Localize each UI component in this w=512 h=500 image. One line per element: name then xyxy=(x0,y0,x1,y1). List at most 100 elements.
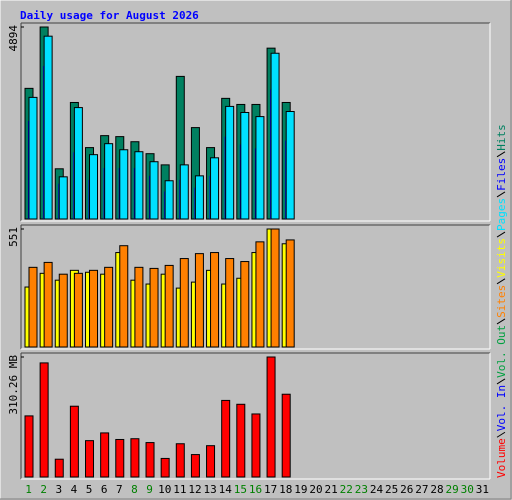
x-tick-label: 18 xyxy=(279,483,292,496)
bar xyxy=(104,143,114,220)
legend-separator xyxy=(496,191,506,198)
bar xyxy=(134,151,144,220)
x-tick-label: 7 xyxy=(116,483,123,496)
bar xyxy=(210,157,220,220)
x-tick-label: 9 xyxy=(146,483,153,496)
bar xyxy=(281,393,291,478)
bar xyxy=(255,241,265,348)
bar xyxy=(240,261,250,348)
bar xyxy=(179,258,189,348)
bar xyxy=(119,245,129,348)
bar xyxy=(100,432,110,478)
legend-separator xyxy=(496,318,506,325)
bar xyxy=(225,105,235,220)
bar xyxy=(255,116,265,220)
legend-entry: Vol. Out xyxy=(495,325,508,378)
bar xyxy=(164,264,174,348)
bar xyxy=(58,273,68,348)
x-tick-label: 22 xyxy=(340,483,353,496)
bar xyxy=(28,266,38,348)
chart-title: Daily usage for August 2026 xyxy=(20,9,199,22)
bar xyxy=(58,176,68,220)
bar xyxy=(160,457,170,478)
x-tick-label: 5 xyxy=(86,483,93,496)
x-tick-label: 2 xyxy=(40,483,47,496)
bar xyxy=(190,454,200,478)
x-tick-label: 16 xyxy=(249,483,262,496)
bar xyxy=(119,149,129,220)
bar xyxy=(251,413,261,478)
x-tick-label: 14 xyxy=(219,483,233,496)
bar xyxy=(54,458,64,478)
bar xyxy=(89,154,99,220)
legend-entry: Visits xyxy=(495,238,508,278)
x-tick-label: 24 xyxy=(370,483,384,496)
x-tick-label: 20 xyxy=(309,483,322,496)
bar xyxy=(149,267,159,348)
x-tick-label: 21 xyxy=(325,483,338,496)
bar xyxy=(28,96,38,220)
bar xyxy=(266,356,276,478)
x-tick-label: 12 xyxy=(188,483,201,496)
x-tick-label: 17 xyxy=(264,483,277,496)
legend-entry: Volume xyxy=(495,438,508,478)
x-tick-label: 30 xyxy=(461,483,474,496)
x-tick-label: 13 xyxy=(203,483,216,496)
bar xyxy=(285,239,295,348)
bar xyxy=(240,111,250,220)
bar xyxy=(85,440,95,478)
bar xyxy=(73,107,83,220)
bar xyxy=(194,253,204,348)
x-tick-label: 29 xyxy=(446,483,459,496)
bar xyxy=(43,261,53,348)
x-tick-label: 4 xyxy=(71,483,78,496)
x-tick-label: 31 xyxy=(476,483,489,496)
bar xyxy=(149,161,159,220)
x-tick-label: 26 xyxy=(400,483,413,496)
legend-entry: Hits xyxy=(495,124,508,151)
bar xyxy=(175,443,185,478)
legend-separator xyxy=(496,231,506,238)
y-tick-label: 310.26 MB xyxy=(7,355,20,415)
x-tick-label: 23 xyxy=(355,483,368,496)
legend-separator xyxy=(496,378,506,385)
legend-separator xyxy=(496,151,506,158)
x-tick-label: 1 xyxy=(25,483,32,496)
bar xyxy=(270,52,280,220)
bar xyxy=(115,438,125,478)
legend-entry: Vol. In xyxy=(495,385,508,431)
bar xyxy=(164,180,174,220)
bar xyxy=(206,445,216,478)
bar xyxy=(104,266,114,348)
bar xyxy=(179,164,189,220)
x-tick-label: 8 xyxy=(131,483,138,496)
bar xyxy=(225,258,235,348)
bar xyxy=(134,266,144,348)
bar xyxy=(73,272,83,348)
bar xyxy=(221,399,231,478)
x-tick-label: 28 xyxy=(430,483,443,496)
bar xyxy=(43,35,53,220)
bar xyxy=(39,362,49,478)
x-tick-label: 6 xyxy=(101,483,108,496)
legend-separator xyxy=(496,431,506,438)
bar xyxy=(270,228,280,348)
legend-separator xyxy=(496,278,506,285)
x-tick-label: 19 xyxy=(294,483,307,496)
bar xyxy=(145,442,155,478)
x-tick-label: 10 xyxy=(158,483,171,496)
bar xyxy=(24,415,34,478)
bar xyxy=(236,403,246,478)
bar xyxy=(130,438,140,478)
y-tick-label: 4894 xyxy=(7,25,20,52)
bar xyxy=(285,111,295,220)
x-tick-label: 27 xyxy=(415,483,428,496)
legend-entry: Files xyxy=(495,158,508,191)
legend-entry: Sites xyxy=(495,285,508,318)
legend-entry: Pages xyxy=(495,198,508,231)
x-tick-label: 3 xyxy=(56,483,63,496)
bar xyxy=(194,175,204,220)
x-tick-label: 11 xyxy=(173,483,186,496)
bar xyxy=(69,405,79,478)
